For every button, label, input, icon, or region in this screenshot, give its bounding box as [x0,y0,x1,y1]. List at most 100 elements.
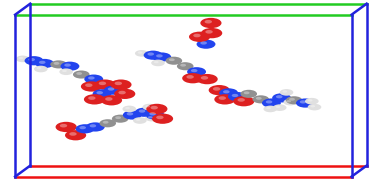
Circle shape [105,97,113,101]
Circle shape [310,105,315,107]
Circle shape [152,52,171,62]
Circle shape [187,67,206,76]
Circle shape [273,104,287,111]
Circle shape [223,90,230,93]
Circle shape [114,89,135,99]
Circle shape [266,107,271,109]
Circle shape [180,64,186,67]
Circle shape [286,96,302,104]
Circle shape [149,112,156,116]
Circle shape [93,89,112,98]
Circle shape [253,95,269,103]
Circle shape [54,62,59,65]
Circle shape [169,58,175,61]
Circle shape [182,73,203,83]
Circle shape [16,56,29,62]
Circle shape [200,18,222,28]
Circle shape [263,106,277,112]
Circle shape [135,50,149,57]
Circle shape [60,124,67,128]
Circle shape [104,86,123,95]
Circle shape [88,76,95,80]
Circle shape [147,52,154,56]
Circle shape [112,115,129,123]
Circle shape [286,100,291,102]
Circle shape [37,67,42,69]
Circle shape [189,32,210,42]
Circle shape [73,70,90,79]
Circle shape [186,75,194,79]
Circle shape [84,75,103,84]
Circle shape [56,122,77,132]
Circle shape [123,110,142,120]
Circle shape [146,110,164,120]
Circle shape [139,109,145,113]
Circle shape [240,90,257,98]
Circle shape [308,104,321,110]
Circle shape [133,117,147,124]
Circle shape [86,122,105,132]
Circle shape [60,62,79,71]
Circle shape [34,66,48,72]
Circle shape [233,96,254,106]
Circle shape [59,68,73,75]
Circle shape [213,87,220,91]
Circle shape [138,51,143,54]
Circle shape [144,51,163,60]
Circle shape [125,107,130,109]
Circle shape [209,85,230,95]
Circle shape [300,100,306,103]
Circle shape [256,97,262,100]
Circle shape [197,40,215,49]
Circle shape [201,28,222,38]
Circle shape [28,58,35,61]
Circle shape [127,112,133,116]
Circle shape [88,96,96,100]
Circle shape [205,30,213,34]
Circle shape [85,83,93,87]
Circle shape [90,124,96,127]
Circle shape [84,94,105,105]
Circle shape [122,106,136,112]
Circle shape [266,100,272,103]
Circle shape [146,104,167,114]
Circle shape [200,41,207,45]
Circle shape [81,81,102,92]
Circle shape [19,57,23,59]
Circle shape [284,99,297,105]
Circle shape [218,96,226,100]
Circle shape [282,90,287,93]
Circle shape [219,88,238,98]
Circle shape [296,98,315,108]
Circle shape [25,56,43,65]
Circle shape [177,62,194,70]
Circle shape [143,104,156,110]
Circle shape [152,114,173,124]
Circle shape [79,126,86,129]
Circle shape [262,98,281,108]
Circle shape [101,95,122,105]
Circle shape [62,70,67,72]
Circle shape [118,91,126,94]
Circle shape [289,98,295,101]
Circle shape [94,79,116,90]
Circle shape [156,54,163,58]
Circle shape [115,82,122,85]
Circle shape [69,132,77,136]
Circle shape [193,34,201,37]
Circle shape [65,130,86,140]
Circle shape [99,119,116,127]
Circle shape [272,93,291,102]
Circle shape [204,20,212,24]
Circle shape [136,118,141,121]
Circle shape [64,63,71,67]
Circle shape [232,94,238,97]
Circle shape [276,95,282,98]
Circle shape [154,61,159,63]
Circle shape [99,82,106,85]
Circle shape [305,98,319,105]
Circle shape [191,69,198,72]
Circle shape [103,121,108,124]
Circle shape [110,79,132,90]
Circle shape [35,59,54,68]
